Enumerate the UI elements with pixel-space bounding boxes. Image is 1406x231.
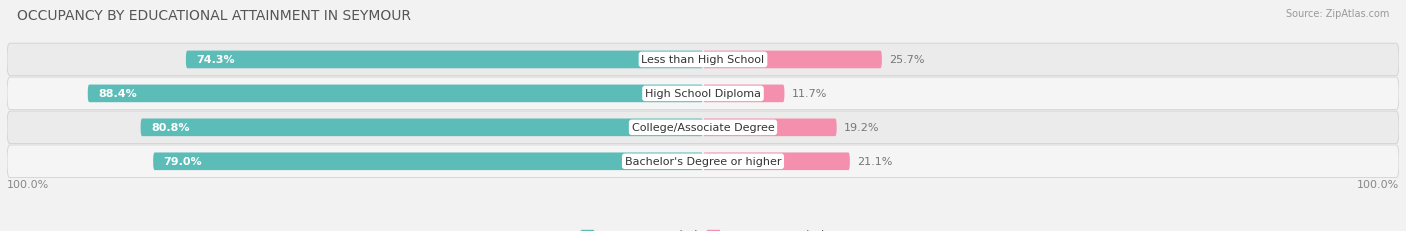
Text: OCCUPANCY BY EDUCATIONAL ATTAINMENT IN SEYMOUR: OCCUPANCY BY EDUCATIONAL ATTAINMENT IN S… <box>17 9 411 23</box>
Text: 11.7%: 11.7% <box>792 89 827 99</box>
Text: 21.1%: 21.1% <box>856 157 893 167</box>
Text: 74.3%: 74.3% <box>197 55 235 65</box>
Legend: Owner-occupied, Renter-occupied: Owner-occupied, Renter-occupied <box>576 224 830 231</box>
FancyBboxPatch shape <box>141 119 703 137</box>
FancyBboxPatch shape <box>7 78 1399 110</box>
FancyBboxPatch shape <box>7 145 1399 178</box>
Text: 100.0%: 100.0% <box>7 179 49 189</box>
Text: 19.2%: 19.2% <box>844 123 879 133</box>
Text: College/Associate Degree: College/Associate Degree <box>631 123 775 133</box>
FancyBboxPatch shape <box>703 153 849 170</box>
Text: Bachelor's Degree or higher: Bachelor's Degree or higher <box>624 157 782 167</box>
Text: 79.0%: 79.0% <box>163 157 202 167</box>
FancyBboxPatch shape <box>7 112 1399 144</box>
Text: 80.8%: 80.8% <box>150 123 190 133</box>
Text: 25.7%: 25.7% <box>889 55 924 65</box>
FancyBboxPatch shape <box>87 85 703 103</box>
FancyBboxPatch shape <box>153 153 703 170</box>
FancyBboxPatch shape <box>703 51 882 69</box>
FancyBboxPatch shape <box>703 119 837 137</box>
Text: Less than High School: Less than High School <box>641 55 765 65</box>
Text: High School Diploma: High School Diploma <box>645 89 761 99</box>
FancyBboxPatch shape <box>186 51 703 69</box>
Text: 88.4%: 88.4% <box>98 89 136 99</box>
FancyBboxPatch shape <box>703 85 785 103</box>
FancyBboxPatch shape <box>7 44 1399 76</box>
Text: Source: ZipAtlas.com: Source: ZipAtlas.com <box>1285 9 1389 19</box>
Text: 100.0%: 100.0% <box>1357 179 1399 189</box>
